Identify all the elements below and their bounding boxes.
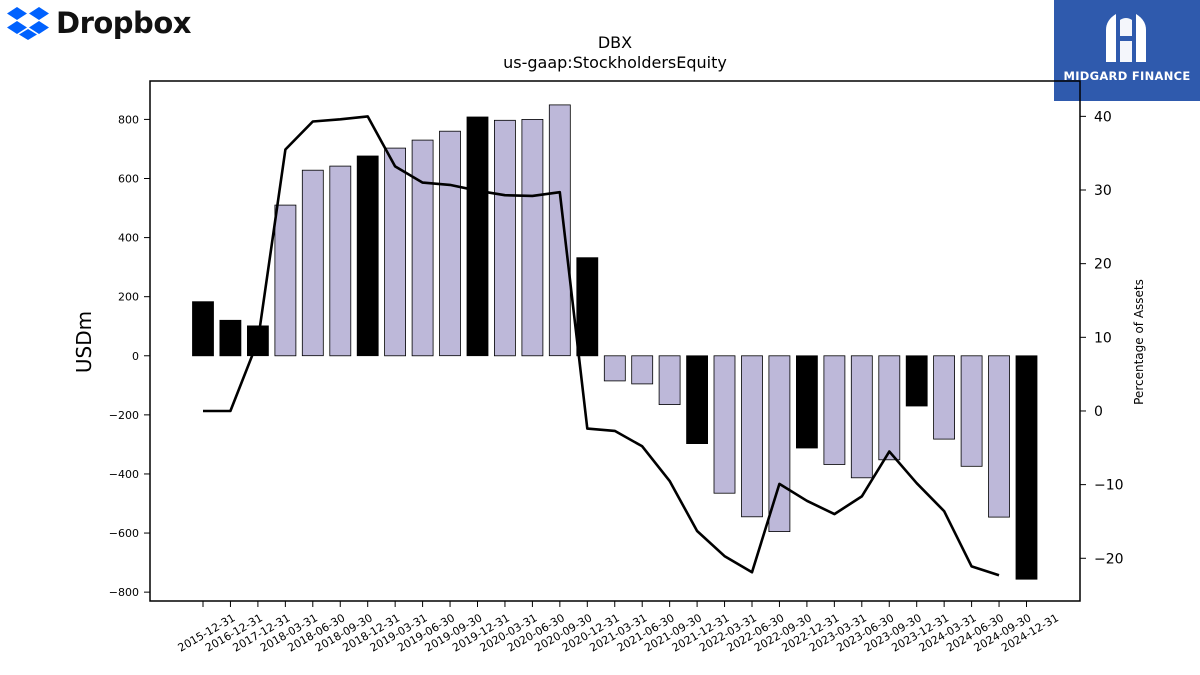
y2-tick-label: 0: [1094, 404, 1103, 420]
y-tick-label: −200: [109, 409, 139, 422]
bar: [356, 155, 379, 357]
bar: [411, 139, 434, 357]
bar: [466, 116, 489, 357]
y-tick-label: −800: [109, 586, 139, 599]
bar: [878, 355, 901, 461]
y2-tick-label: 20: [1094, 257, 1112, 273]
midgard-mark-icon: [1106, 14, 1146, 62]
y-tick-label: 600: [118, 173, 139, 186]
brand-name: Dropbox: [56, 6, 191, 40]
y-tick-label: 800: [118, 113, 139, 126]
bar: [905, 355, 928, 407]
y-tick-label: 200: [118, 291, 139, 304]
bar: [192, 301, 214, 357]
bar: [960, 355, 983, 467]
bar: [384, 147, 407, 357]
bar: [988, 355, 1010, 518]
bar: [493, 119, 516, 357]
bar: [1015, 355, 1038, 580]
y2-tick-label: −20: [1094, 551, 1124, 567]
x-axis: 2015-12-312016-12-312017-12-312018-03-31…: [176, 601, 1061, 655]
y2-tick-label: −10: [1094, 478, 1124, 494]
y-tick-label: 400: [118, 232, 139, 245]
y2-tick-label: 30: [1094, 183, 1112, 199]
midgard-finance-logo: MIDGARD FINANCE: [1054, 0, 1200, 101]
bar-series: [192, 104, 1038, 580]
chart-subtitle: us-gaap:StockholdersEquity: [503, 53, 727, 72]
bar: [439, 130, 461, 357]
bar: [713, 355, 736, 494]
y-tick-label: 0: [132, 350, 139, 363]
y2-tick-label: 40: [1094, 109, 1112, 125]
bar: [603, 355, 626, 382]
bar: [576, 257, 599, 357]
bar: [301, 169, 324, 357]
dropbox-icon: [7, 7, 49, 40]
chart-title: DBX: [598, 33, 632, 52]
bar: [741, 355, 763, 518]
bar: [658, 355, 681, 405]
dropbox-logo: Dropbox: [6, 4, 191, 42]
bar: [933, 355, 955, 440]
y-axis-right: −20 −10 0 10 20 30 40: [1080, 109, 1124, 567]
bar: [521, 119, 544, 357]
bar: [329, 165, 352, 357]
bar: [796, 355, 818, 449]
y-tick-label: −400: [109, 468, 139, 481]
y-axis-left: −800 −600 −400 −200 0 200 400 600 800: [109, 113, 150, 599]
bar: [823, 355, 846, 465]
y2-axis-label: Percentage of Assets: [1132, 279, 1146, 405]
bar: [686, 355, 708, 444]
bar: [631, 355, 654, 385]
y-tick-label: −600: [109, 527, 139, 540]
percentage-line: [203, 115, 1000, 577]
y2-tick-label: 10: [1094, 330, 1112, 346]
bar: [274, 204, 297, 357]
bar: [850, 355, 873, 479]
y-axis-label: USDm: [72, 311, 96, 373]
bar: [548, 104, 571, 357]
bar: [219, 319, 242, 357]
midgard-finance-text: MIDGARD FINANCE: [1063, 69, 1191, 83]
